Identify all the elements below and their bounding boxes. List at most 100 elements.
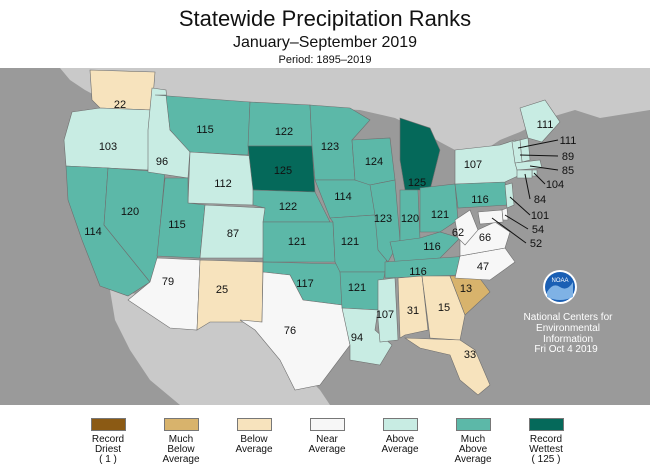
legend-swatch <box>236 418 272 431</box>
leader-line-ma <box>529 165 559 171</box>
state-rank-mt: 115 <box>196 124 214 136</box>
state-rank-ct: 84 <box>534 194 546 206</box>
legend-label-line2: Wettest <box>529 444 563 455</box>
state-rank-mo: 121 <box>341 236 359 248</box>
state-rank-nc: 47 <box>477 261 489 273</box>
state-rank-va: 66 <box>479 232 491 244</box>
state-rank-tx: 76 <box>284 325 296 337</box>
state-rank-ma: 85 <box>562 165 574 177</box>
state-rank-in: 120 <box>401 213 419 225</box>
state-rank-nj: 101 <box>531 210 549 222</box>
state-ms <box>377 277 399 343</box>
leader-line-ct <box>524 173 531 200</box>
state-rank-il: 123 <box>374 213 392 225</box>
legend-label-line1: Record <box>91 434 125 445</box>
legend-item-near: Near Average <box>287 418 367 455</box>
state-md <box>477 209 504 225</box>
legend-label-line2: Driest <box>94 444 122 455</box>
legend-item-below: Below Average <box>214 418 294 455</box>
state-rank-ky: 116 <box>423 241 441 253</box>
legend-label-line2: Average <box>235 444 273 455</box>
state-rank-nm: 25 <box>216 284 228 296</box>
legend-label-line1: Much <box>168 434 194 445</box>
ncei-line2: Environmental <box>536 323 600 334</box>
state-rank-me: 111 <box>537 119 554 131</box>
state-ct <box>516 169 533 179</box>
map-legend: Record Driest( 1 ) Much Below Average Below Av… <box>0 418 650 475</box>
us-map-svg: 22 103 114 120 96 115 112 115 87 79 25 122 125 122 121… <box>60 68 650 405</box>
legend-swatch <box>309 418 345 431</box>
ncei-date: Fri Oct 4 2019 <box>534 344 598 355</box>
map-subtitle: January–September 2019 <box>232 34 418 51</box>
legend-label-line1: Near <box>316 434 338 445</box>
leader-line-ri <box>533 172 546 185</box>
state-rank-wi: 124 <box>365 156 383 168</box>
state-rank-la: 94 <box>351 332 363 344</box>
legend-label-line1: Below <box>240 434 268 445</box>
legend-item-record-driest: Record Driest( 1 ) <box>68 418 148 465</box>
legend-label-line3: ( 125 ) <box>531 454 561 465</box>
state-rank-co: 87 <box>227 228 239 240</box>
legend-label-line2: Average <box>381 444 419 455</box>
leader-line-vt <box>519 154 559 157</box>
state-rank-nd: 122 <box>275 126 293 138</box>
us-map: 22 103 114 120 96 115 112 115 87 79 25 122 125 122 121… <box>0 68 650 405</box>
legend-label-line2: Below <box>167 444 195 455</box>
state-rank-az: 79 <box>162 276 174 288</box>
state-oh <box>419 183 459 233</box>
legend-swatch <box>90 418 126 431</box>
state-rank-ok: 117 <box>296 278 314 290</box>
state-rank-nh: 111 <box>560 135 577 147</box>
state-rank-sd: 125 <box>274 165 292 177</box>
ncei-line3: Information <box>543 334 593 345</box>
state-rank-md: 52 <box>530 238 542 250</box>
state-la <box>341 307 393 366</box>
state-tx <box>239 271 351 391</box>
legend-label-line3: Average <box>454 454 492 465</box>
state-nj <box>504 182 515 209</box>
legend-label-line1: Above <box>385 434 415 445</box>
leader-line-nj <box>509 196 531 216</box>
state-rank-ca: 114 <box>84 226 102 238</box>
state-or <box>63 107 153 171</box>
state-rank-fl: 33 <box>464 349 476 361</box>
state-rank-mn: 123 <box>321 141 339 153</box>
leader-line-md <box>491 217 527 244</box>
canada-land <box>60 68 650 160</box>
leader-line-nh <box>517 139 559 149</box>
state-nd <box>247 101 313 147</box>
ncei-line1: National Centers for <box>524 312 614 323</box>
state-rank-nv: 120 <box>121 206 139 218</box>
state-rank-ga: 15 <box>438 302 450 314</box>
legend-item-record-wettest: Record Wettest( 125 ) <box>506 418 586 465</box>
state-wv <box>454 209 479 246</box>
state-rank-wy: 112 <box>214 178 232 190</box>
legend-label-line3: ( 1 ) <box>99 454 117 465</box>
state-rank-ri: 104 <box>546 179 564 191</box>
state-rank-sc: 13 <box>460 283 472 295</box>
map-title: Statewide Precipitation Ranks <box>178 6 472 31</box>
state-rank-mi: 125 <box>408 177 426 189</box>
state-rank-tn: 116 <box>409 266 427 278</box>
noaa-logo: NOAA <box>543 270 577 304</box>
legend-swatch <box>528 418 564 431</box>
state-ga <box>421 275 466 341</box>
state-rank-wa: 22 <box>114 99 126 111</box>
state-rank-ms: 107 <box>376 309 394 321</box>
state-rank-ks: 121 <box>288 236 306 248</box>
state-rank-ny: 107 <box>464 159 482 171</box>
state-rank-ar: 121 <box>348 282 366 294</box>
state-me <box>519 99 561 143</box>
legend-swatch <box>163 418 199 431</box>
legend-label-line3: Average <box>162 454 200 465</box>
legend-swatch <box>382 418 418 431</box>
state-rank-id: 96 <box>156 156 168 168</box>
state-rank-de: 54 <box>532 224 544 236</box>
state-rank-ut: 115 <box>168 219 186 231</box>
state-rank-vt: 89 <box>562 151 574 163</box>
legend-item-much-above: Much Above Average <box>433 418 513 465</box>
noaa-logo-text: NOAA <box>551 278 568 284</box>
state-nm <box>196 259 264 331</box>
legend-label-line2: Average <box>308 444 346 455</box>
state-rank-or: 103 <box>99 141 117 153</box>
